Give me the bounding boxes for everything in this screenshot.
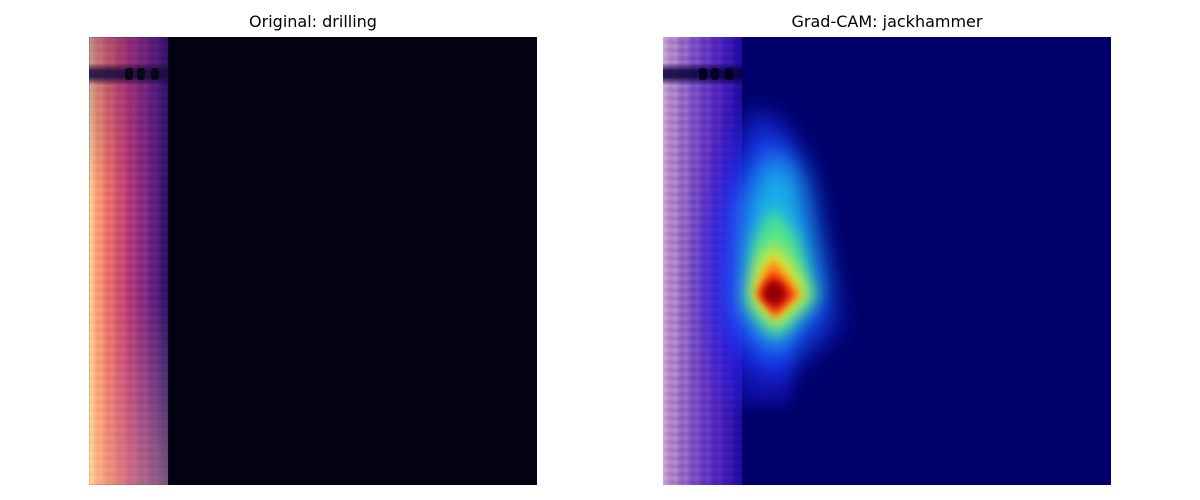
gradcam-dark-spot bbox=[725, 68, 733, 80]
original-panel-title: Original: drilling bbox=[249, 12, 377, 31]
gradcam-dark-spot bbox=[711, 68, 719, 80]
gradcam-panel-title: Grad-CAM: jackhammer bbox=[791, 12, 983, 31]
spectrogram-top-shade bbox=[89, 37, 168, 197]
spectrogram-dark-spot bbox=[137, 68, 145, 80]
gradcam-dark-band bbox=[663, 63, 742, 85]
gradcam-overlay-image bbox=[663, 37, 1111, 485]
spectrogram-dark-spot bbox=[125, 68, 133, 80]
spectrogram-low-frequency-glow bbox=[89, 297, 168, 485]
spectrogram-dark-spot bbox=[151, 68, 159, 80]
spectrogram-dark-band bbox=[89, 63, 168, 85]
heatmap-peak bbox=[764, 282, 784, 304]
gradcam-dark-spot bbox=[699, 68, 707, 80]
spectrogram-texture bbox=[89, 37, 168, 485]
spectrogram-signal-strip bbox=[89, 37, 168, 485]
gradcam-heatmap bbox=[733, 107, 838, 382]
original-spectrogram-image bbox=[89, 37, 537, 485]
